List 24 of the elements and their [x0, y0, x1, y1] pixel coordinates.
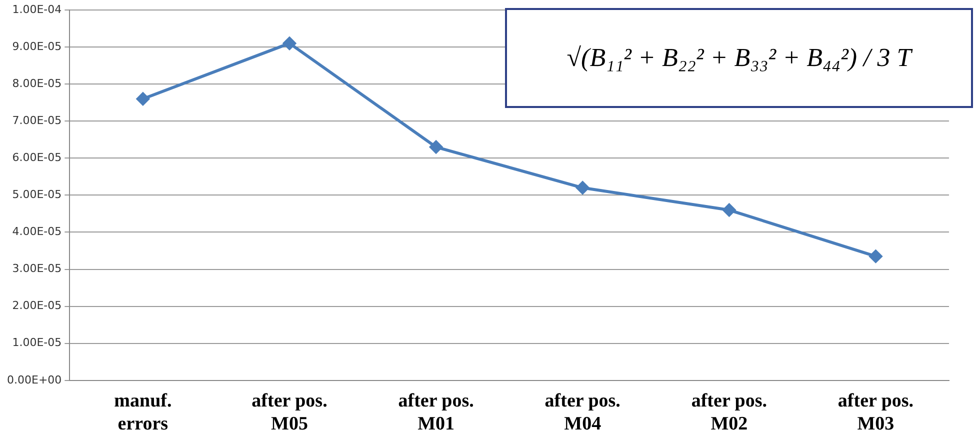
y-tick-label: 0.00E+00: [7, 373, 62, 386]
x-tick-label: after pos. M05: [252, 390, 328, 435]
x-tick-label: manuf. errors: [114, 390, 172, 435]
y-tick-label: 5.00E-05: [12, 188, 62, 202]
point: [136, 92, 150, 106]
point: [869, 250, 882, 263]
y-tick-label: 4.00E-05: [12, 225, 62, 238]
y-tick-label: 8.00E-05: [12, 76, 62, 90]
formula-box: √(B₁₁² + B₂₂² + B₃₃² + B₄₄²) / 3 T: [505, 8, 973, 108]
y-tick-label: 2.00E-05: [12, 299, 62, 312]
y-tick-label: 1.00E-05: [12, 336, 62, 350]
x-tick-label: after pos. M01: [398, 390, 474, 435]
point: [722, 204, 736, 217]
point: [576, 181, 590, 194]
x-tick-label: after pos. M02: [691, 390, 767, 435]
x-tick-label: after pos. M03: [838, 390, 914, 435]
x-tick-label: after pos. M04: [544, 390, 620, 435]
point: [282, 36, 296, 50]
y-tick-label: 3.00E-05: [12, 262, 62, 276]
y-tick-label: 7.00E-05: [12, 114, 62, 127]
y-tick-label: 6.00E-05: [12, 151, 62, 164]
y-tick-label: 1.00E-04: [12, 2, 62, 16]
y-tick-label: 9.00E-05: [12, 40, 62, 53]
point: [430, 140, 443, 154]
